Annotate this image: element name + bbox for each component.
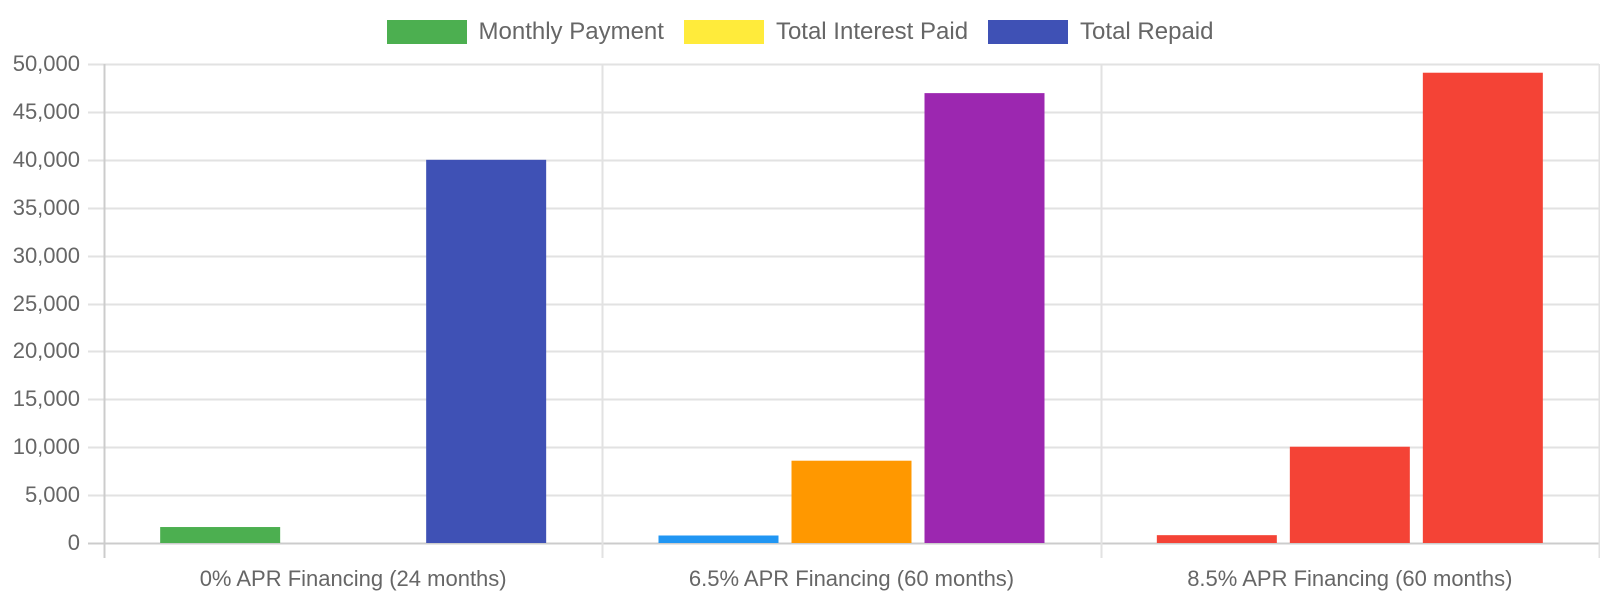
y-tick-label: 0 bbox=[67, 530, 80, 555]
bar-total-repaid[interactable] bbox=[924, 93, 1045, 543]
legend-item-monthly-payment[interactable]: Monthly Payment bbox=[386, 18, 664, 46]
y-tick-label: 20,000 bbox=[12, 338, 80, 364]
bar-monthly-payment[interactable] bbox=[1156, 535, 1277, 543]
y-tick-label: 40,000 bbox=[12, 146, 80, 172]
bar-total-repaid[interactable] bbox=[1422, 72, 1543, 543]
legend-label: Monthly Payment bbox=[478, 18, 664, 45]
legend-swatch-total-interest-paid bbox=[683, 20, 764, 44]
legend-label: Total Repaid bbox=[1080, 18, 1214, 45]
y-tick-label: 45,000 bbox=[12, 98, 80, 124]
y-tick-label: 15,000 bbox=[12, 386, 80, 412]
legend-swatch-monthly-payment bbox=[386, 20, 467, 44]
bar-monthly-payment[interactable] bbox=[160, 527, 281, 543]
legend-swatch-total-repaid bbox=[988, 20, 1069, 44]
bar-total-interest-paid[interactable] bbox=[791, 460, 912, 543]
y-tick-label: 25,000 bbox=[12, 290, 80, 316]
bar-total-repaid[interactable] bbox=[426, 159, 547, 544]
legend-item-total-interest-paid[interactable]: Total Interest Paid bbox=[683, 18, 969, 46]
y-tick-label: 50,000 bbox=[12, 51, 80, 76]
y-tick-label: 30,000 bbox=[12, 242, 80, 268]
x-tick-label: 6.5% APR Financing (60 months) bbox=[688, 566, 1015, 591]
bar-total-interest-paid[interactable] bbox=[1289, 446, 1410, 543]
bar-monthly-payment[interactable] bbox=[658, 535, 779, 543]
legend-item-total-repaid[interactable]: Total Repaid bbox=[988, 18, 1213, 46]
y-tick-label: 10,000 bbox=[12, 434, 80, 460]
legend-label: Total Interest Paid bbox=[775, 18, 969, 45]
x-tick-label: 8.5% APR Financing (60 months) bbox=[1187, 566, 1513, 591]
x-tick-label: 0% APR Financing (24 months) bbox=[199, 566, 507, 591]
y-tick-label: 5,000 bbox=[24, 482, 80, 508]
y-tick-label: 35,000 bbox=[12, 194, 80, 220]
chart-legend: Monthly Payment Total Interest Paid Tota… bbox=[0, 18, 1600, 46]
